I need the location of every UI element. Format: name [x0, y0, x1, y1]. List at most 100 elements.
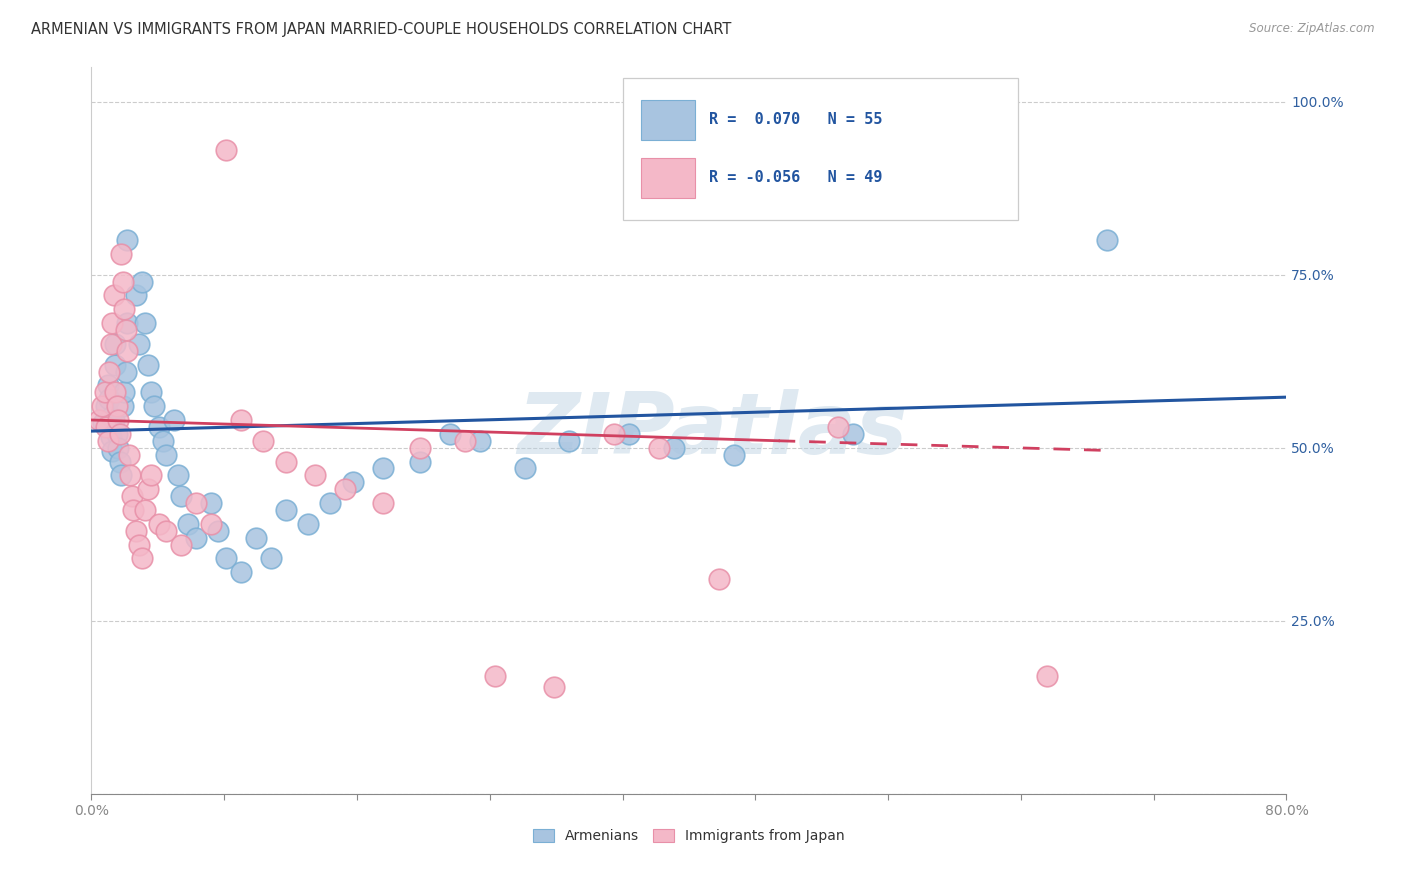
Point: [110, 468, 132, 483]
Point: [108, 426, 131, 441]
Point: [177, 516, 200, 531]
Point: [662, 441, 685, 455]
Point: [259, 551, 281, 566]
Point: [619, 426, 641, 441]
Point: [93, 417, 115, 431]
Point: [118, 448, 141, 462]
Point: [723, 448, 745, 462]
Point: [101, 316, 124, 330]
Text: Source: ZipAtlas.com: Source: ZipAtlas.com: [1250, 22, 1375, 36]
Text: ARMENIAN VS IMMIGRANTS FROM JAPAN MARRIED-COUPLE HOUSEHOLDS CORRELATION CHART: ARMENIAN VS IMMIGRANTS FROM JAPAN MARRIE…: [31, 22, 731, 37]
Point: [229, 413, 252, 427]
Point: [215, 551, 238, 566]
Point: [1097, 233, 1119, 247]
Point: [162, 413, 184, 427]
Point: [409, 441, 432, 455]
Point: [115, 316, 138, 330]
Point: [121, 489, 143, 503]
Point: [229, 566, 252, 580]
Point: [274, 454, 297, 468]
Point: [274, 503, 297, 517]
Point: [100, 336, 122, 351]
Point: [134, 503, 156, 517]
Point: [842, 426, 865, 441]
Point: [100, 430, 122, 444]
Text: ZIPatlas: ZIPatlas: [517, 389, 908, 472]
Point: [342, 475, 364, 490]
Point: [110, 247, 132, 261]
Legend: Armenians, Immigrants from Japan: Armenians, Immigrants from Japan: [527, 823, 851, 848]
Point: [105, 426, 128, 441]
Point: [170, 489, 193, 503]
Point: [87, 413, 110, 427]
Text: R =  0.070   N = 55: R = 0.070 N = 55: [709, 112, 883, 127]
Point: [120, 468, 142, 483]
Point: [107, 413, 129, 427]
Point: [454, 434, 477, 448]
Point: [125, 524, 148, 538]
Point: [648, 441, 671, 455]
Point: [90, 399, 112, 413]
Point: [148, 420, 170, 434]
Point: [141, 468, 163, 483]
Point: [134, 316, 156, 330]
Point: [184, 496, 207, 510]
Text: R = -0.056   N = 49: R = -0.056 N = 49: [709, 169, 883, 185]
Point: [131, 551, 153, 566]
Bar: [641, 100, 695, 139]
Point: [1036, 669, 1059, 683]
Point: [104, 336, 127, 351]
Point: [111, 275, 134, 289]
Point: [125, 288, 148, 302]
Point: [543, 680, 565, 694]
Point: [200, 516, 222, 531]
Point: [245, 531, 267, 545]
Point: [122, 503, 145, 517]
Point: [96, 399, 118, 413]
Point: [108, 454, 131, 468]
Point: [94, 385, 117, 400]
Point: [304, 468, 326, 483]
Point: [100, 409, 122, 424]
Point: [143, 399, 166, 413]
Point: [152, 434, 174, 448]
Point: [97, 434, 120, 448]
Point: [707, 572, 730, 586]
Point: [200, 496, 222, 510]
Point: [97, 378, 120, 392]
Bar: [641, 158, 695, 198]
Point: [101, 444, 124, 458]
Point: [335, 482, 357, 496]
Point: [170, 538, 193, 552]
Point: [112, 302, 135, 317]
Point: [98, 392, 121, 407]
Point: [115, 343, 138, 358]
Point: [184, 531, 207, 545]
Point: [468, 434, 491, 448]
Point: [439, 426, 461, 441]
Point: [107, 441, 129, 455]
Point: [141, 385, 163, 400]
Point: [215, 143, 238, 157]
Point: [148, 516, 170, 531]
Point: [105, 399, 128, 413]
Point: [136, 482, 159, 496]
Point: [98, 365, 121, 379]
Point: [558, 434, 581, 448]
Point: [104, 358, 127, 372]
Point: [114, 365, 136, 379]
Point: [128, 538, 150, 552]
Point: [371, 496, 394, 510]
Point: [136, 358, 159, 372]
Point: [111, 399, 134, 413]
Point: [103, 288, 125, 302]
Point: [297, 516, 319, 531]
Point: [409, 454, 432, 468]
Point: [513, 461, 536, 475]
FancyBboxPatch shape: [623, 78, 1018, 219]
Point: [115, 233, 138, 247]
Point: [103, 413, 125, 427]
Point: [112, 385, 135, 400]
Point: [603, 426, 626, 441]
Point: [207, 524, 229, 538]
